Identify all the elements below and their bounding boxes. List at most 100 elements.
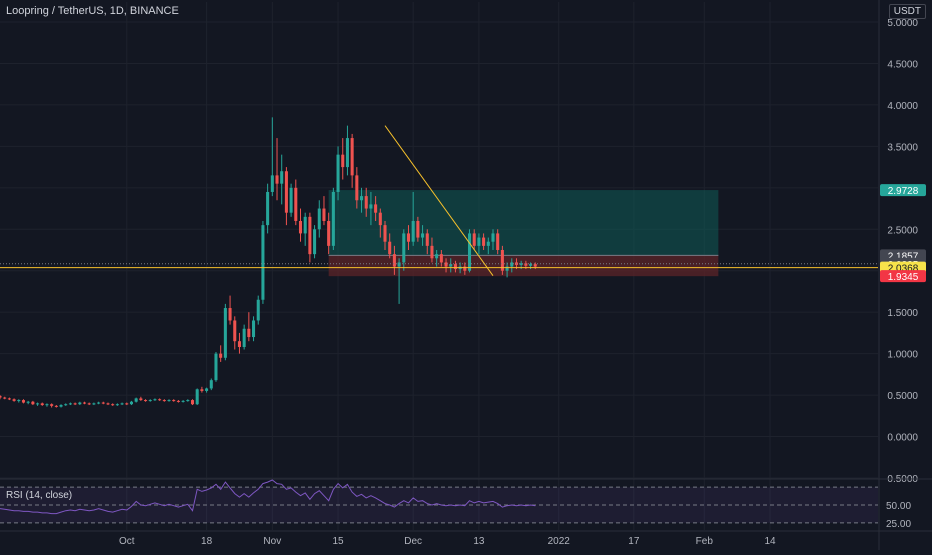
candle [397, 258, 401, 304]
price-label: 2.1857 [888, 251, 919, 262]
candle-body [500, 250, 504, 271]
candle [463, 262, 467, 275]
candle-body [388, 241, 392, 255]
candle [219, 345, 223, 362]
candle [360, 187, 364, 213]
x-tick-label: Oct [119, 536, 135, 547]
candle [125, 402, 129, 406]
candle [129, 400, 133, 406]
candle-body [411, 220, 415, 242]
candle-body [298, 220, 303, 234]
candle [322, 196, 326, 226]
candle [195, 388, 199, 406]
candle-body [252, 320, 256, 338]
candle-body [397, 262, 401, 267]
candle [336, 146, 340, 201]
x-tick-label: Feb [696, 536, 714, 547]
candle-body [59, 405, 63, 407]
x-tick-label: 14 [764, 536, 776, 547]
candle [242, 324, 246, 350]
candle-body [228, 308, 232, 321]
candle [200, 386, 204, 393]
candle [453, 260, 457, 273]
candle [317, 200, 321, 238]
candle [345, 125, 349, 176]
candle-body [416, 220, 420, 238]
candle-body [463, 266, 467, 271]
candle-body [181, 400, 185, 402]
candle [275, 138, 279, 201]
candle-body [392, 254, 396, 267]
candle [148, 399, 152, 402]
candle-body [491, 233, 495, 242]
candle-body [92, 403, 96, 405]
candle-body [101, 402, 105, 404]
rsi-pane [0, 479, 878, 524]
candle-body [78, 402, 82, 405]
rsi-title: RSI (14, close) [6, 490, 73, 501]
candle-body [496, 233, 500, 250]
candle-body [374, 204, 378, 213]
candle [421, 225, 425, 246]
candle-body [242, 328, 246, 348]
x-tick-label: 15 [332, 536, 344, 547]
candle-body [524, 263, 528, 266]
candle-body [214, 353, 218, 381]
candle [266, 183, 270, 234]
long-position-loss-zone [328, 255, 719, 277]
candle-body [345, 138, 349, 168]
candle-body [327, 220, 331, 246]
candle [331, 187, 335, 250]
candle-body [176, 400, 180, 402]
candle-body [139, 398, 143, 401]
candle-body [383, 225, 387, 242]
candle [355, 167, 359, 209]
candle [134, 397, 138, 403]
candle [374, 196, 378, 221]
candle-body [134, 398, 138, 402]
candle [430, 237, 434, 263]
candle-body [205, 388, 209, 391]
candle-body [64, 404, 68, 406]
candle [139, 396, 143, 401]
candle [406, 225, 411, 250]
y-tick-label: 4.5000 [887, 59, 918, 70]
candle [388, 233, 392, 259]
candle [190, 399, 195, 406]
candle-body [82, 402, 87, 404]
candle [36, 402, 40, 406]
candle [294, 179, 298, 226]
candle [284, 167, 288, 226]
candle [64, 403, 68, 406]
candle-body [510, 262, 514, 267]
candle [92, 402, 96, 406]
candle-body [275, 175, 279, 184]
candle [209, 378, 213, 391]
candle [383, 220, 387, 250]
x-tick-label: 17 [628, 536, 640, 547]
candle [411, 191, 415, 246]
candle [270, 117, 274, 197]
candle [59, 404, 63, 408]
candle-body [430, 245, 434, 259]
candle-body [486, 241, 490, 246]
candle [82, 401, 87, 405]
candle [3, 396, 7, 400]
candle-body [31, 401, 35, 405]
y-tick-label: 1.0000 [887, 350, 918, 361]
candle [449, 258, 453, 273]
candle [40, 402, 44, 406]
candle-body [106, 403, 110, 405]
candle-body [322, 208, 326, 221]
candle [435, 250, 439, 267]
candle [26, 400, 30, 405]
candle [223, 303, 227, 361]
candle [392, 245, 396, 275]
candle-body [256, 299, 260, 321]
currency-badge[interactable]: USDT [888, 4, 926, 19]
price-label: 2.0368 [888, 264, 919, 275]
candle-body [472, 233, 476, 246]
candle [97, 401, 101, 405]
